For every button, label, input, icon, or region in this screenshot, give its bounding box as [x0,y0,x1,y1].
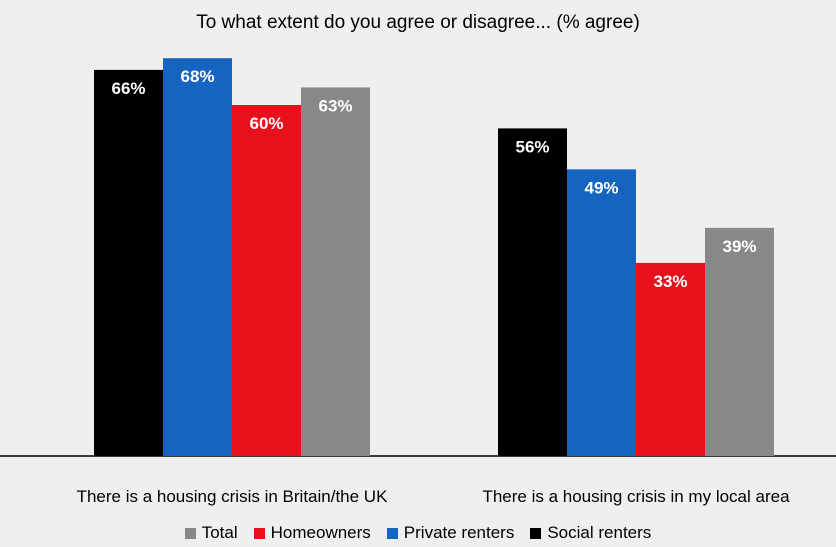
category-label-1: There is a housing crisis in Britain/the… [77,487,389,506]
chart-title: To what extent do you agree or disagree.… [196,12,640,33]
legend-label-total: Total [201,523,238,542]
data-label-homeowners-2: 33% [653,272,687,291]
legend-swatch-total [184,527,196,539]
data-label-social-renters-2: 56% [515,137,549,156]
bar-private-renters-1 [163,58,232,456]
legend-label-private-renters: Private renters [403,523,515,542]
legend-swatch-private-renters [386,527,398,539]
legend-item-total: Total [184,523,238,543]
bar-social-renters-1 [94,69,163,457]
data-label-total-1: 63% [318,96,352,115]
legend-label-social-renters: Social renters [547,523,652,542]
legend-item-social-renters: Social renters [530,523,651,543]
bar-homeowners-1 [232,105,301,456]
bar-private-renters-2 [567,169,636,456]
legend-swatch-homeowners [253,527,265,539]
bar-social-renters-2 [498,128,567,456]
legend-label-homeowners: Homeowners [270,523,371,542]
data-label-homeowners-1: 60% [249,114,283,133]
bar-total-1 [301,87,370,456]
bar-homeowners-2 [636,262,705,456]
data-label-private-renters-2: 49% [584,178,618,197]
data-label-social-renters-1: 66% [111,79,145,98]
data-label-total-2: 39% [722,237,756,256]
category-label-2: There is a housing crisis in my local ar… [482,487,790,506]
data-label-private-renters-1: 68% [180,67,214,86]
legend-item-homeowners: Homeowners [253,523,371,543]
bar-total-2 [705,227,774,456]
chart-legend: Total Homeowners Private renters Social ren… [0,523,836,543]
legend-swatch-social-renters [530,527,542,539]
legend-item-private-renters: Private renters [386,523,515,543]
